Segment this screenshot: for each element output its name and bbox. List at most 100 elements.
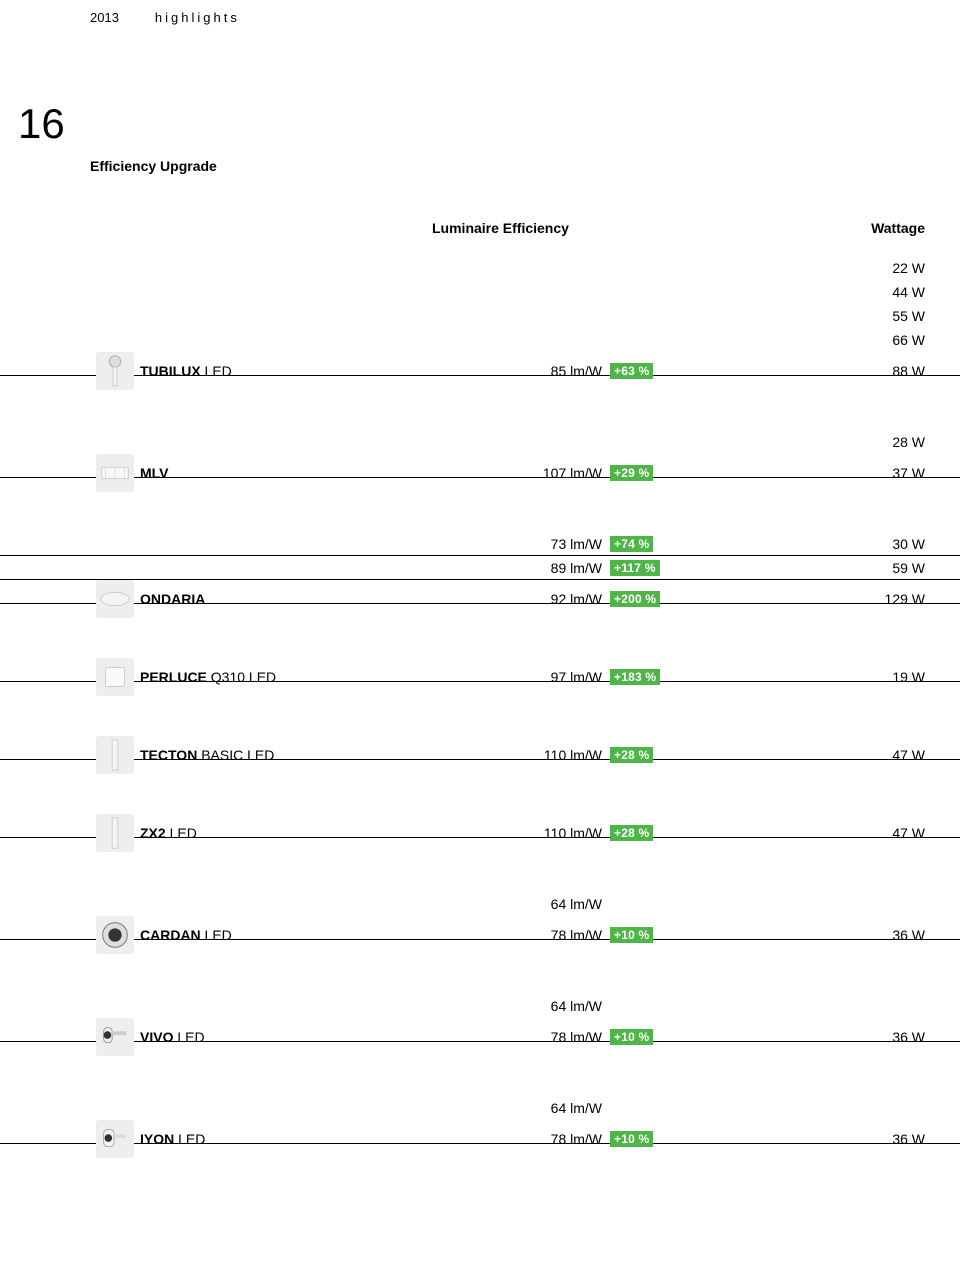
efficiency-value: 110 lm/W: [430, 825, 610, 841]
wattage-value: 37 W: [840, 465, 960, 481]
wattage-value: 30 W: [840, 536, 960, 552]
efficiency-value: 78 lm/W: [430, 1029, 610, 1045]
table-row: 89 lm/W+117 % 59 W: [0, 556, 960, 580]
column-header-efficiency: Luminaire Efficiency: [432, 220, 569, 236]
product-name: IYON LED: [140, 1131, 430, 1147]
product-name: TUBILUX LED: [140, 363, 430, 379]
wattage-value: 88 W: [840, 363, 960, 379]
improvement-badge: +29 %: [610, 465, 653, 481]
zx2-icon: [90, 814, 140, 852]
product-group: PERLUCE Q310 LED97 lm/W+183 %19 W: [0, 658, 960, 682]
table-row: 64 lm/W: [0, 994, 960, 1018]
product-icon: [96, 352, 134, 390]
improvement-badge: +10 %: [610, 1131, 653, 1147]
tecton-icon: [90, 736, 140, 774]
product-group: 64 lm/WVIVO LED78 lm/W+10 %36 W: [0, 994, 960, 1042]
product-name: ONDARIA: [140, 591, 430, 607]
wattage-value: 22 W: [840, 260, 960, 276]
wattage-value: 129 W: [840, 591, 960, 607]
product-name-rest: Q310 LED: [207, 669, 276, 685]
wattage-value: 36 W: [840, 927, 960, 943]
table-row: MLV 107 lm/W+29 % 37 W: [0, 454, 960, 478]
improvement-badge: +63 %: [610, 363, 653, 379]
product-name: TECTON BASIC LED: [140, 747, 430, 763]
product-name: VIVO LED: [140, 1029, 430, 1045]
product-name: ZX2 LED: [140, 825, 430, 841]
vivo-icon: [90, 1018, 140, 1056]
cardan-icon: [90, 916, 140, 954]
improvement-badge: +28 %: [610, 825, 653, 841]
product-name-rest: LED: [173, 1029, 204, 1045]
wattage-value: 47 W: [840, 825, 960, 841]
efficiency-value: 73 lm/W: [430, 536, 610, 552]
efficiency-value: 85 lm/W: [430, 363, 610, 379]
column-header-wattage: Wattage: [871, 220, 925, 236]
table-row: IYON LED78 lm/W+10 %36 W: [0, 1120, 960, 1144]
table-row: 64 lm/W: [0, 892, 960, 916]
product-name-rest: LED: [174, 1131, 205, 1147]
product-name-bold: ZX2: [140, 825, 166, 841]
table-row: ONDARIA 92 lm/W+200 % 129 W: [0, 580, 960, 604]
wattage-value: 59 W: [840, 560, 960, 576]
efficiency-table: 22 W44 W55 W66 WTUBILUX LED85 lm/W+63 %8…: [0, 256, 960, 1198]
table-row: TECTON BASIC LED110 lm/W+28 %47 W: [0, 736, 960, 760]
product-name-rest: LED: [166, 825, 197, 841]
wattage-value: 19 W: [840, 669, 960, 685]
product-name-bold: PERLUCE: [140, 669, 207, 685]
product-name-rest: LED: [201, 363, 232, 379]
product-icon: [96, 736, 134, 774]
improvement-badge: +10 %: [610, 1029, 653, 1045]
efficiency-value: 92 lm/W: [430, 591, 610, 607]
improvement-badge: +10 %: [610, 927, 653, 943]
product-group: TECTON BASIC LED110 lm/W+28 %47 W: [0, 736, 960, 760]
table-row: CARDAN LED78 lm/W+10 %36 W: [0, 916, 960, 940]
wattage-value: 28 W: [840, 434, 960, 450]
product-icon: [96, 814, 134, 852]
improvement-badge: +200 %: [610, 591, 660, 607]
product-group: 28 W MLV 107 lm/W+29 % 37 W: [0, 430, 960, 478]
improvement-badge: +183 %: [610, 669, 660, 685]
product-name-bold: ONDARIA: [140, 591, 205, 607]
efficiency-value: 64 lm/W: [430, 1100, 610, 1116]
table-row: 55 W: [0, 304, 960, 328]
product-group: 64 lm/WIYON LED78 lm/W+10 %36 W: [0, 1096, 960, 1144]
product-name-bold: IYON: [140, 1131, 174, 1147]
page-header: 2013 highlights: [0, 0, 960, 25]
efficiency-value: 64 lm/W: [430, 998, 610, 1014]
wattage-value: 55 W: [840, 308, 960, 324]
section-title: Efficiency Upgrade: [90, 158, 217, 174]
improvement-badge: +28 %: [610, 747, 653, 763]
product-name: PERLUCE Q310 LED: [140, 669, 430, 685]
improvement-badge: +117 %: [610, 560, 660, 576]
efficiency-value: 78 lm/W: [430, 1131, 610, 1147]
product-name-bold: VIVO: [140, 1029, 173, 1045]
product-name-rest: LED: [201, 927, 232, 943]
table-row: ZX2 LED110 lm/W+28 %47 W: [0, 814, 960, 838]
efficiency-value: 97 lm/W: [430, 669, 610, 685]
iyon-icon: [90, 1120, 140, 1158]
product-name-bold: TUBILUX: [140, 363, 201, 379]
wattage-value: 47 W: [840, 747, 960, 763]
table-row: TUBILUX LED85 lm/W+63 %88 W: [0, 352, 960, 376]
efficiency-value: 78 lm/W: [430, 927, 610, 943]
header-highlights: highlights: [155, 10, 240, 25]
table-row: 44 W: [0, 280, 960, 304]
table-row: PERLUCE Q310 LED97 lm/W+183 %19 W: [0, 658, 960, 682]
product-group: 73 lm/W+74 %30 W 89 lm/W+117 % 59 W ONDARIA…: [0, 532, 960, 604]
table-row: 73 lm/W+74 %30 W: [0, 532, 960, 556]
efficiency-value: 64 lm/W: [430, 896, 610, 912]
product-icon: [96, 454, 134, 492]
wattage-value: 66 W: [840, 332, 960, 348]
product-icon: [96, 1018, 134, 1056]
product-icon: [96, 658, 134, 696]
efficiency-value: 89 lm/W: [430, 560, 610, 576]
product-icon: [96, 1120, 134, 1158]
product-group: 64 lm/WCARDAN LED78 lm/W+10 %36 W: [0, 892, 960, 940]
product-name-bold: MLV: [140, 465, 169, 481]
efficiency-value: 107 lm/W: [430, 465, 610, 481]
tubilux-icon: [90, 352, 140, 390]
table-row: 22 W: [0, 256, 960, 280]
wattage-value: 36 W: [840, 1131, 960, 1147]
product-group: ZX2 LED110 lm/W+28 %47 W: [0, 814, 960, 838]
table-row: 66 W: [0, 328, 960, 352]
